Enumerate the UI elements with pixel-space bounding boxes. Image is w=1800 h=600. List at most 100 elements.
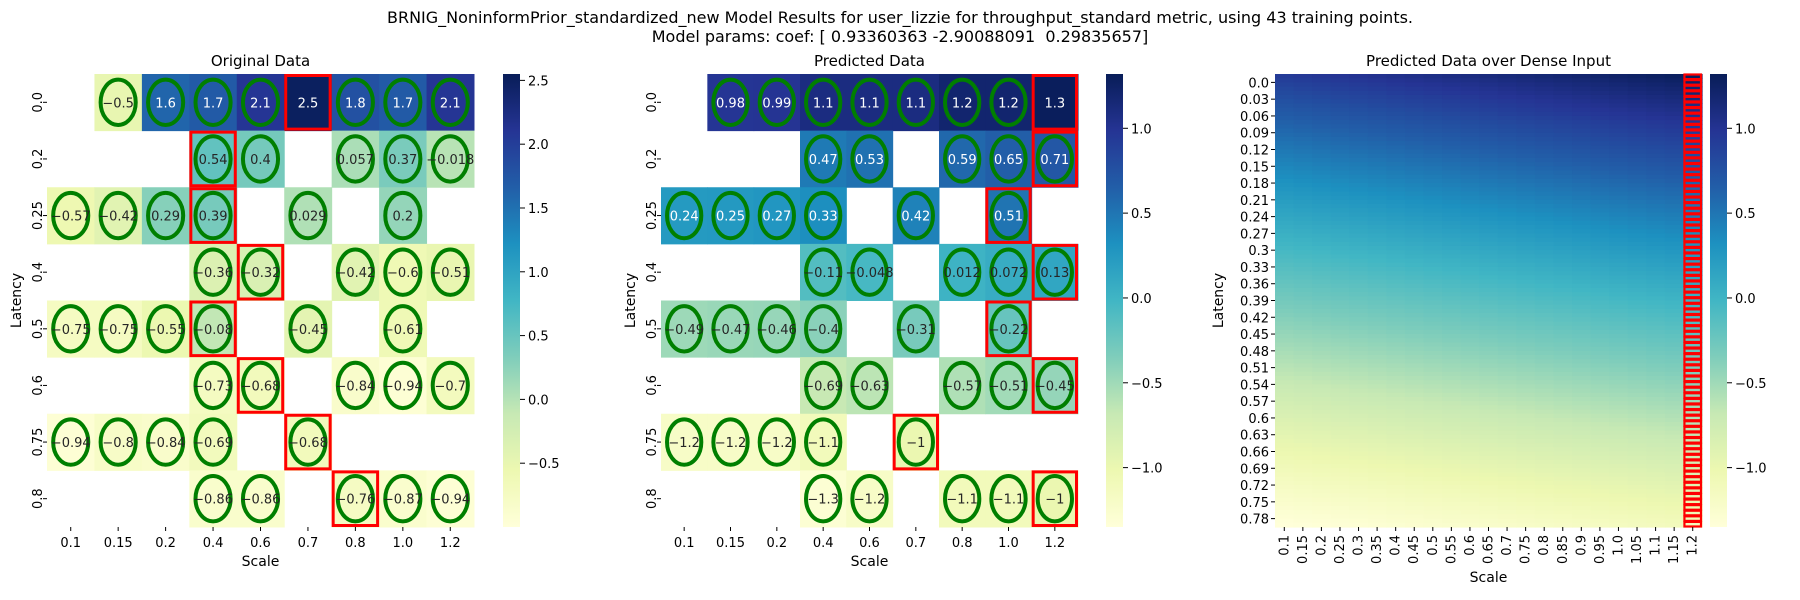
dense-cell — [1497, 338, 1517, 344]
dense-cell — [1534, 480, 1555, 486]
dense-cell — [1646, 220, 1666, 226]
dense-cell — [1275, 434, 1295, 440]
dense-cell — [1516, 170, 1536, 176]
y-tick-label: 0.63 — [1240, 429, 1269, 444]
dense-cell — [1312, 359, 1332, 365]
dense-cell — [1664, 455, 1685, 461]
dense-cell — [1479, 78, 1499, 83]
dense-cell — [1553, 292, 1573, 297]
dense-cell — [1683, 136, 1703, 142]
dense-cell — [1627, 447, 1647, 453]
dense-cell — [1367, 145, 1387, 151]
dense-cell — [1497, 229, 1517, 234]
dense-cell — [1627, 262, 1647, 268]
dense-cell — [1627, 258, 1647, 264]
dense-cell — [1572, 241, 1592, 247]
dense-cell — [1386, 476, 1406, 482]
dense-cell — [1572, 124, 1592, 130]
dense-cell — [1516, 401, 1536, 406]
dense-cell — [1627, 422, 1647, 427]
dense-cell — [1349, 489, 1369, 495]
cell-value-label: 1.1 — [859, 96, 880, 111]
dense-cell — [1646, 124, 1666, 130]
dense-cell — [1627, 99, 1647, 104]
cell-value-label: 0.37 — [388, 153, 417, 168]
dense-cell — [1534, 493, 1555, 499]
dense-cell — [1497, 115, 1517, 121]
dense-cell — [1572, 287, 1592, 293]
dense-cell — [1479, 162, 1499, 167]
x-tick-label: 0.25 — [1333, 535, 1348, 564]
cell-value-label: −0.84 — [335, 379, 375, 394]
dense-cell — [1627, 153, 1647, 159]
dense-cell — [1312, 489, 1332, 495]
dense-cell — [1572, 183, 1592, 188]
dense-cell — [1609, 120, 1629, 125]
dense-cell — [1553, 94, 1573, 100]
dense-cell — [1275, 141, 1295, 146]
dense-cell — [1479, 187, 1499, 193]
dense-cell — [1349, 401, 1369, 406]
training-point-circle — [240, 474, 281, 524]
x-tick-label: 0.45 — [1407, 535, 1422, 564]
dense-cell — [1460, 78, 1480, 83]
y-tick-label: 0.57 — [1240, 395, 1269, 410]
dense-cell — [1553, 220, 1573, 226]
cell-value-label: 2.5 — [298, 96, 319, 111]
dense-cell — [1572, 443, 1592, 448]
dense-cell — [1293, 401, 1313, 406]
dense-cell — [1312, 522, 1332, 528]
dense-cell — [1516, 195, 1536, 201]
dense-cell — [1367, 396, 1387, 402]
dense-cell — [1553, 401, 1573, 406]
dense-cell — [1349, 380, 1369, 385]
dense-cell — [1627, 237, 1647, 243]
dense-cell — [1516, 396, 1536, 402]
dense-cell — [1275, 132, 1295, 138]
dense-cell — [1553, 115, 1573, 121]
dense-cell — [1404, 346, 1425, 352]
dense-cell — [1460, 258, 1480, 264]
dense-cell — [1293, 208, 1313, 214]
dense-cell — [1627, 266, 1647, 272]
dense-cell — [1460, 74, 1480, 79]
dense-cell — [1312, 447, 1332, 453]
dense-cell — [1386, 292, 1406, 297]
dense-cell — [1423, 363, 1443, 369]
dense-cell — [1460, 304, 1480, 310]
dense-cell — [1534, 107, 1555, 113]
dense-cell — [1275, 359, 1295, 365]
dense-cell — [1460, 451, 1480, 457]
dense-cell — [1460, 287, 1480, 293]
dense-cell — [1497, 162, 1517, 167]
dense-cell — [1664, 187, 1685, 193]
cell-value-label: 0.39 — [199, 210, 228, 225]
dense-cell — [1590, 489, 1610, 495]
dense-cell — [1312, 90, 1332, 96]
dense-cell — [1627, 485, 1647, 490]
dense-cell — [1423, 384, 1443, 390]
dense-cell — [1534, 90, 1555, 96]
dense-cell — [1479, 275, 1499, 281]
dense-cell — [1516, 459, 1536, 465]
dense-cell — [1497, 317, 1517, 323]
dense-cell — [1460, 237, 1480, 243]
dense-cell — [1460, 321, 1480, 327]
training-point-circle — [383, 190, 423, 241]
dense-cell — [1479, 128, 1499, 134]
dense-cell — [1367, 216, 1387, 222]
dense-cell — [1553, 468, 1573, 474]
x-tick-label: 1.2 — [1044, 536, 1065, 551]
dense-cell — [1349, 413, 1369, 419]
dense-cell — [1312, 287, 1332, 293]
selected-cell-box — [1031, 357, 1078, 414]
dense-cell — [1367, 78, 1387, 83]
y-axis-label: Latency — [623, 273, 639, 328]
dense-cell — [1627, 480, 1647, 486]
dense-cell — [1293, 266, 1313, 272]
dense-cell — [1534, 128, 1555, 134]
dense-cell — [1497, 510, 1517, 516]
dense-cell — [1460, 115, 1480, 121]
dense-cell — [1460, 396, 1480, 402]
dense-cell — [1312, 162, 1332, 167]
